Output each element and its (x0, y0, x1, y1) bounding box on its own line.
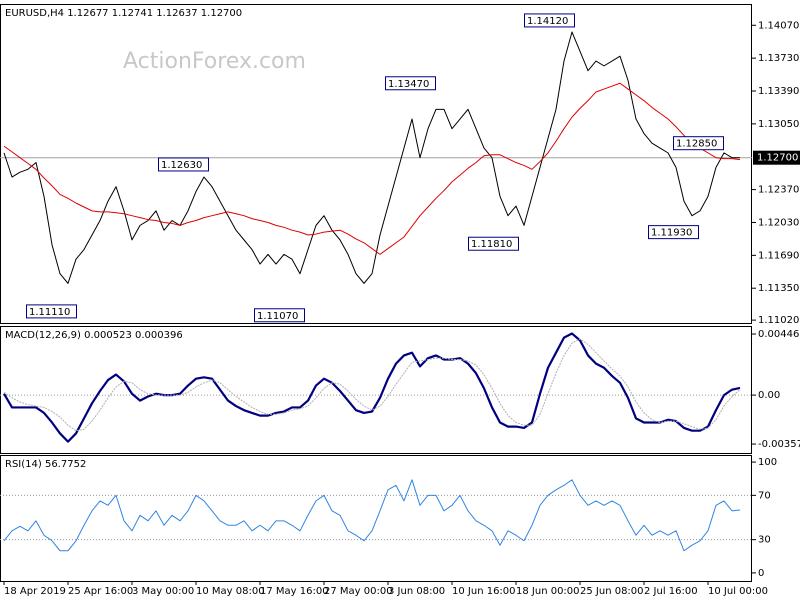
y-tick-label: -0.003576 (758, 439, 800, 450)
annotation-box (673, 136, 724, 151)
series-line (3, 31, 740, 284)
annotation-box (648, 225, 699, 240)
y-tick-label: 1.13050 (758, 119, 799, 130)
y-tick-label: 1.11690 (758, 250, 799, 261)
y-tick-label: 0 (758, 568, 764, 579)
annotation-label: 1.11070 (257, 311, 298, 322)
y-tick-label: 1.12030 (758, 217, 799, 228)
annotation-box (524, 13, 575, 28)
annotation-label: 1.11810 (471, 239, 512, 250)
last-price-tag (753, 150, 800, 165)
panel-border (0, 326, 752, 454)
x-tick-label: 17 May 16:00 (260, 586, 329, 597)
series-line (3, 82, 741, 255)
x-tick-label: 3 Jun 08:00 (388, 586, 445, 597)
x-tick-label: 10 Jul 00:00 (708, 586, 768, 597)
x-tick-label: 3 May 00:00 (132, 586, 194, 597)
x-tick-label: 10 Jun 16:00 (452, 586, 516, 597)
annotation-label: 1.12850 (676, 139, 717, 150)
annotation-label: 1.13470 (388, 79, 429, 90)
y-tick-label: 100 (758, 457, 777, 468)
x-tick-label: 27 May 00:00 (324, 586, 393, 597)
series-line (3, 338, 741, 432)
panel-title: RSI(14) 56.7752 (5, 459, 86, 470)
annotation-box (468, 236, 519, 251)
annotation-box (254, 308, 305, 323)
x-tick-label: 18 Jun 00:00 (516, 586, 580, 597)
x-tick-label: 18 Apr 2019 (4, 586, 66, 597)
x-tick-label: 10 May 08:00 (196, 586, 265, 597)
annotation-label: 1.11110 (29, 307, 70, 318)
y-tick-label: 1.14070 (758, 20, 799, 31)
watermark: ActionForex.com (123, 49, 306, 74)
annotation-box (158, 157, 209, 172)
panel-border (0, 4, 752, 324)
annotation-label: 1.14120 (527, 16, 568, 27)
y-tick-label: 0.004463 (758, 329, 800, 340)
last-price-label: 1.12700 (757, 153, 798, 164)
y-tick-label: 70 (758, 490, 771, 501)
y-tick-label: 1.13390 (758, 86, 799, 97)
annotation-box (26, 304, 77, 319)
annotation-label: 1.11930 (651, 228, 692, 239)
y-tick-label: 30 (758, 535, 771, 546)
series-line (3, 479, 741, 552)
x-tick-label: 2 Jul 16:00 (644, 586, 698, 597)
annotation-box (385, 76, 436, 91)
annotation-label: 1.12630 (161, 160, 202, 171)
y-tick-label: 1.12370 (758, 185, 799, 196)
panel-border (0, 455, 752, 582)
panel-title: EURUSD,H4 1.12677 1.12741 1.12637 1.1270… (5, 8, 242, 19)
x-tick-label: 25 Apr 16:00 (68, 586, 133, 597)
y-tick-label: 1.11350 (758, 283, 799, 294)
series-line (3, 332, 741, 443)
y-tick-label: 1.11020 (758, 315, 799, 326)
y-tick-label: 0.00 (758, 390, 780, 401)
x-tick-label: 25 Jun 08:00 (580, 586, 644, 597)
y-tick-label: 1.13730 (758, 53, 799, 64)
panel-title: MACD(12,26,9) 0.000523 0.000396 (5, 330, 183, 341)
